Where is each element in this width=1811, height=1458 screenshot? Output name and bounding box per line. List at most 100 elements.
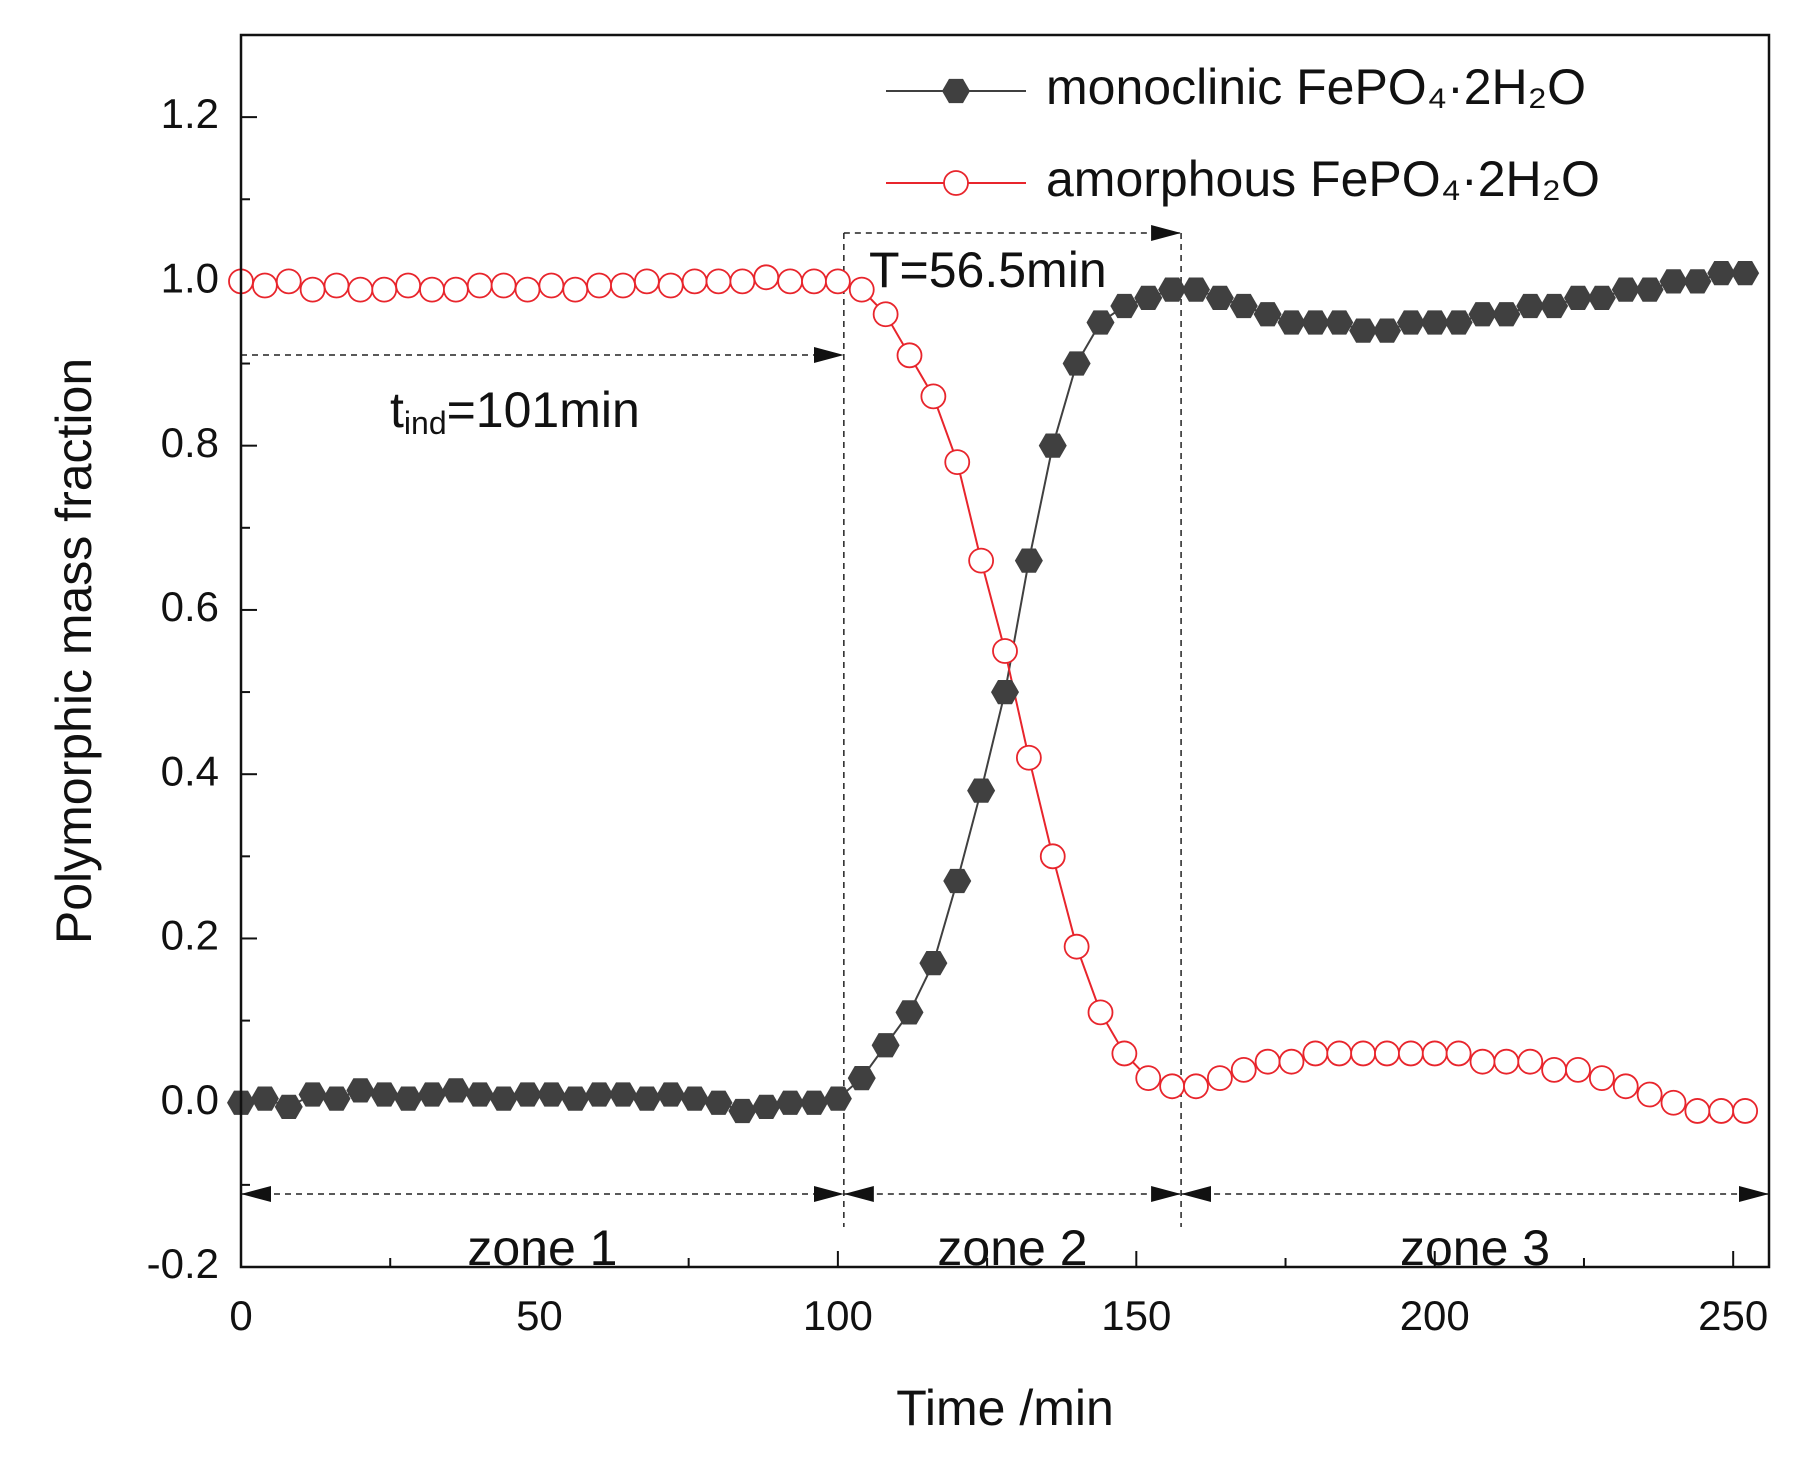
data-point	[561, 1086, 590, 1111]
data-point	[275, 268, 302, 295]
data-point	[753, 264, 780, 291]
data-point	[847, 1065, 876, 1091]
data-point	[1731, 261, 1760, 286]
data-point	[1183, 1073, 1209, 1100]
data-point	[1253, 302, 1282, 327]
data-point	[1541, 1056, 1568, 1083]
data-point	[1587, 285, 1616, 310]
data-point	[1517, 1048, 1544, 1075]
data-point	[251, 272, 278, 299]
y-tick-label: 0.2	[161, 912, 219, 959]
data-point	[633, 268, 660, 295]
data-point	[395, 272, 422, 299]
data-point	[1516, 293, 1545, 319]
y-tick-label: 0.8	[161, 419, 219, 466]
data-point	[1732, 1098, 1759, 1124]
data-point	[632, 1086, 661, 1111]
y-tick-label: 0.4	[161, 747, 219, 794]
data-point	[920, 383, 947, 410]
data-point	[466, 272, 493, 299]
data-point	[704, 1090, 733, 1115]
data-point	[1230, 1056, 1257, 1083]
data-point	[1015, 744, 1042, 771]
legend-label: amorphous FePO₄·2H₂O	[1046, 151, 1600, 207]
data-point	[322, 1086, 351, 1111]
data-point	[1660, 1089, 1687, 1116]
x-axis-title: Time /min	[896, 1380, 1114, 1436]
data-point	[1063, 933, 1090, 960]
data-point	[1397, 1040, 1424, 1067]
data-point	[801, 268, 827, 295]
data-point	[1158, 277, 1187, 302]
data-point	[1325, 310, 1354, 335]
data-point	[1135, 1065, 1162, 1091]
legend-marker	[943, 170, 969, 196]
data-point	[490, 272, 517, 299]
data-point	[896, 342, 923, 369]
data-point	[728, 1098, 757, 1124]
data-point	[1014, 548, 1043, 573]
data-point	[1278, 1048, 1305, 1075]
data-point	[586, 272, 613, 299]
data-point	[562, 276, 589, 303]
y-tick-label: 1.0	[161, 254, 219, 301]
y-axis-title: Polymorphic mass fraction	[46, 358, 102, 944]
data-point	[537, 1082, 566, 1107]
data-point	[610, 272, 636, 299]
data-point	[419, 276, 445, 303]
data-point	[1206, 1065, 1233, 1091]
data-point	[1374, 1040, 1400, 1067]
data-point	[1564, 285, 1592, 310]
data-point	[680, 1086, 709, 1111]
data-point	[1229, 293, 1258, 319]
data-point	[250, 1086, 279, 1111]
data-point	[1707, 261, 1736, 286]
y-tick-label: -0.2	[147, 1240, 219, 1287]
data-point	[968, 547, 995, 574]
data-point	[513, 1082, 542, 1107]
data-point	[1254, 1048, 1281, 1075]
data-point	[1110, 293, 1139, 319]
legend-marker	[942, 78, 970, 104]
data-point	[489, 1086, 518, 1111]
data-point	[1277, 310, 1306, 335]
data-point	[441, 1078, 470, 1103]
data-point	[1492, 302, 1521, 327]
data-point	[752, 1094, 781, 1119]
data-point	[1134, 285, 1163, 310]
data-point	[1111, 1040, 1138, 1067]
data-point	[991, 679, 1019, 705]
data-point	[1420, 310, 1449, 335]
data-point	[1039, 843, 1066, 870]
data-point	[1159, 1073, 1186, 1100]
data-point	[1182, 277, 1210, 302]
data-point	[1086, 310, 1115, 335]
x-tick-label: 150	[1101, 1292, 1171, 1339]
data-point	[1683, 269, 1712, 294]
data-point	[1326, 1040, 1353, 1067]
data-point	[323, 272, 350, 299]
data-point	[1684, 1098, 1711, 1124]
duration-label: T=56.5min	[869, 242, 1107, 298]
data-point	[371, 276, 398, 303]
data-point	[1301, 310, 1330, 335]
data-point	[705, 268, 732, 295]
data-point	[681, 268, 708, 295]
data-point	[872, 301, 899, 328]
data-point	[776, 1090, 805, 1115]
data-point	[299, 276, 326, 303]
data-point	[1349, 318, 1378, 343]
data-point	[1373, 318, 1401, 343]
data-point	[895, 1000, 924, 1025]
data-point	[1468, 302, 1497, 327]
data-point	[1421, 1040, 1448, 1067]
x-tick-label: 100	[803, 1292, 873, 1339]
data-point	[442, 276, 469, 303]
data-point	[992, 638, 1018, 664]
x-tick-label: 200	[1400, 1292, 1470, 1339]
plot-frame	[239, 33, 1771, 1269]
data-point	[1205, 285, 1234, 310]
data-point	[514, 276, 541, 303]
induction-label-part: =101min	[447, 382, 640, 438]
data-point	[609, 1082, 637, 1107]
